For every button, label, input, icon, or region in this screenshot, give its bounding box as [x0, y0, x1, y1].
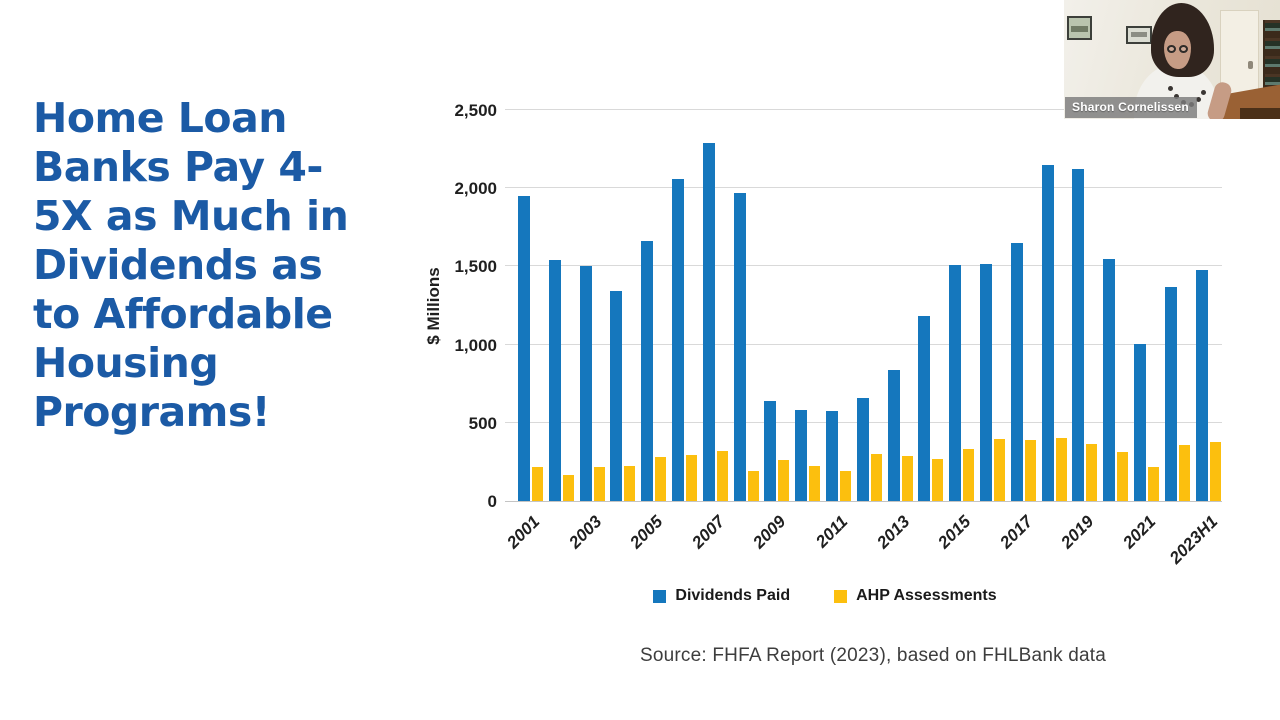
source-note: Source: FHFA Report (2023), based on FHL… [640, 645, 1107, 666]
glasses-icon [1167, 45, 1176, 53]
gridline-2000 [505, 187, 1222, 189]
bar-dividends-2009 [764, 400, 777, 501]
slide-title-line: Home Loan [33, 94, 287, 143]
bar-ahp-2020 [1117, 451, 1129, 501]
bar-dividends-2001 [518, 196, 530, 501]
bar-ahp-2022 [1178, 445, 1190, 501]
y-tick-label-2,000: 2,000 [454, 179, 497, 199]
bar-dividends-2007 [702, 142, 715, 501]
legend-label-ahp: AHP Assessments [856, 587, 997, 604]
bar-dividends-2020 [1103, 258, 1116, 501]
y-tick-label-2,500: 2,500 [454, 101, 497, 120]
legend-swatch-ahp [834, 589, 848, 603]
bar-ahp-2019 [1086, 443, 1098, 501]
y-tick-label-1,500: 1,500 [454, 257, 497, 277]
slide-title-line: Programs! [33, 388, 271, 437]
legend-item-dividends: Dividends Paid [653, 587, 790, 605]
gridline-2500 [505, 109, 1222, 110]
bar-dividends-2004 [610, 290, 623, 501]
bar-ahp-2023H1 [1209, 442, 1221, 501]
bar-dividends-2017 [1010, 242, 1023, 501]
bar-ahp-2007 [716, 450, 728, 501]
chart-legend: Dividends Paid AHP Assessments [505, 587, 1145, 605]
bar-dividends-2016 [980, 264, 992, 501]
bar-ahp-2013 [901, 455, 913, 501]
bar-dividends-2023H1 [1195, 270, 1208, 501]
necklace [1168, 86, 1173, 91]
door-knob [1248, 61, 1253, 69]
bar-dividends-2014 [918, 316, 931, 501]
bar-dividends-2005 [641, 240, 654, 501]
bar-ahp-2009 [778, 460, 790, 501]
bar-ahp-2021 [1148, 466, 1159, 501]
bar-ahp-2011 [840, 471, 851, 501]
picture-frame [1067, 16, 1092, 40]
picture-frame [1126, 26, 1152, 44]
glasses-icon [1179, 45, 1188, 53]
bar-dividends-2013 [887, 369, 900, 501]
bar-dividends-2002 [548, 260, 561, 501]
y-tick-label-0: 0 [487, 492, 497, 511]
legend-label-dividends: Dividends Paid [675, 587, 791, 604]
bar-ahp-2014 [932, 458, 944, 501]
legend-swatch-dividends [653, 589, 667, 603]
bar-ahp-2015 [963, 449, 975, 501]
bar-dividends-2015 [949, 264, 962, 501]
y-tick-label-500: 500 [468, 413, 497, 433]
bar-dividends-2011 [826, 411, 838, 501]
slide-title-line: Dividends as [33, 241, 323, 290]
desk-front [1240, 108, 1280, 119]
bar-ahp-2001 [532, 466, 543, 501]
bar-dividends-2012 [856, 397, 869, 501]
gridline-1500 [505, 265, 1222, 267]
bar-ahp-2008 [747, 471, 759, 501]
slide-title-line: to Affordable [33, 290, 333, 339]
bar-dividends-2010 [795, 410, 808, 501]
bar-dividends-2021 [1134, 343, 1146, 501]
slide-title-line: Banks Pay 4- [33, 143, 323, 192]
participant-hair [1151, 3, 1214, 77]
bar-dividends-2006 [672, 178, 684, 501]
bar-ahp-2016 [994, 439, 1005, 501]
bar-ahp-2018 [1055, 437, 1067, 501]
bar-dividends-2022 [1164, 286, 1177, 501]
slide-title: Home Loan Banks Pay 4- 5X as Much in Div… [33, 94, 413, 437]
slide-title-line: 5X as Much in [33, 192, 349, 241]
y-tick-label-1,000: 1,000 [454, 335, 497, 355]
bar-dividends-2018 [1041, 164, 1054, 501]
bar-ahp-2012 [870, 454, 882, 501]
legend-item-ahp: AHP Assessments [834, 587, 997, 605]
participant-name-badge: Sharon Cornelissen [1065, 97, 1197, 118]
gridline-1000 [505, 343, 1222, 345]
bar-ahp-2005 [655, 457, 667, 501]
bookshelf [1263, 20, 1280, 100]
bar-dividends-2019 [1072, 169, 1085, 501]
bar-dividends-2003 [579, 266, 592, 501]
bar-ahp-2017 [1024, 440, 1036, 501]
bar-dividends-2008 [733, 192, 746, 501]
bar-ahp-2006 [686, 454, 697, 501]
bar-ahp-2002 [562, 475, 574, 501]
bar-ahp-2004 [624, 465, 636, 501]
bar-ahp-2003 [593, 467, 605, 501]
plot-area [505, 109, 1222, 502]
webcam-tile[interactable]: Sharon Cornelissen [1064, 0, 1280, 119]
bar-ahp-2010 [809, 465, 821, 501]
slide-title-line: Housing [33, 339, 219, 388]
